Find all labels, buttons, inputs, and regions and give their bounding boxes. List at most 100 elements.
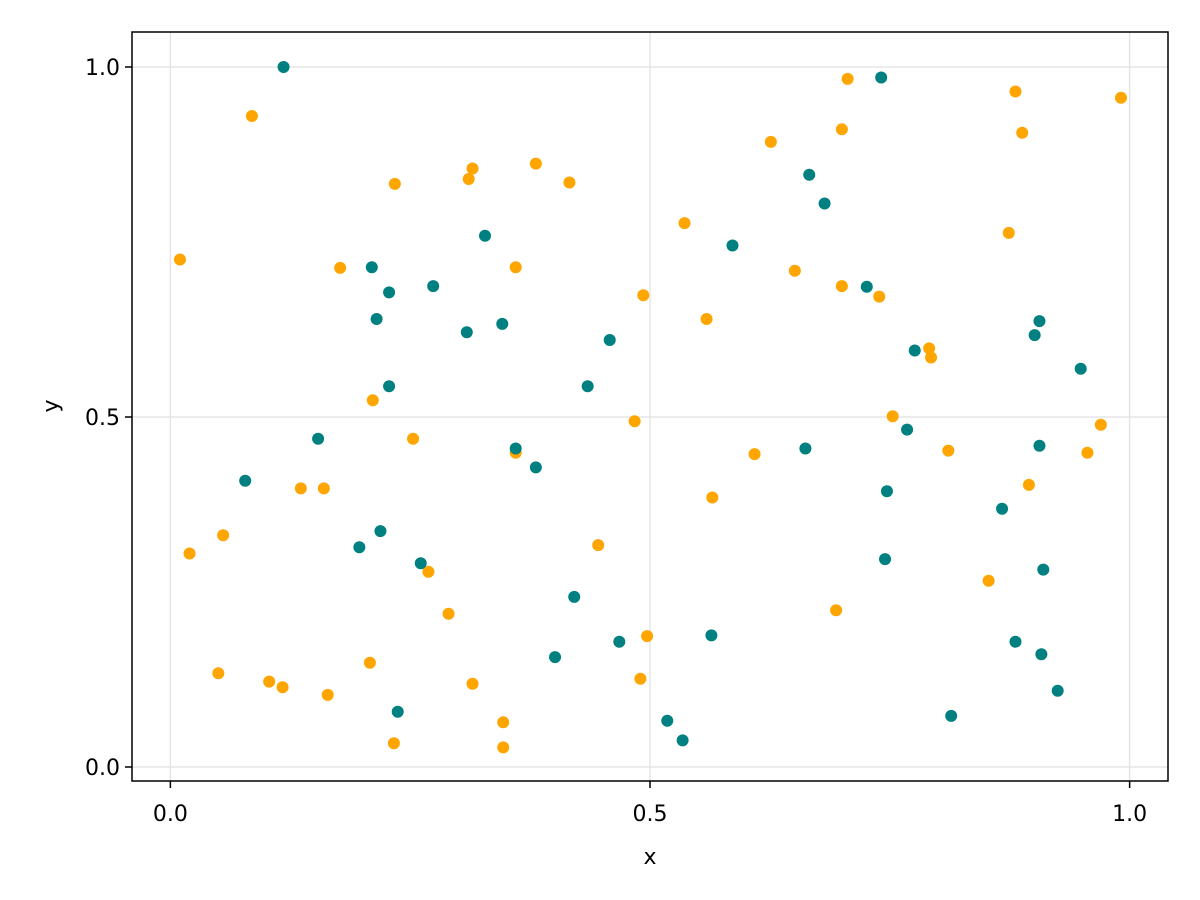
data-point <box>1081 446 1094 459</box>
data-point <box>637 289 650 302</box>
data-point <box>529 157 542 170</box>
data-point <box>901 423 914 436</box>
data-point <box>374 525 387 538</box>
data-point <box>212 667 225 680</box>
x-tick-label: 0.0 <box>153 802 188 827</box>
data-point <box>294 482 307 495</box>
data-point <box>1016 126 1029 139</box>
data-point <box>1028 329 1041 342</box>
data-point <box>641 630 654 643</box>
data-point <box>277 61 290 73</box>
data-point <box>1033 439 1046 452</box>
data-point <box>334 261 347 274</box>
data-point <box>462 173 475 185</box>
data-point <box>818 197 831 210</box>
data-point <box>466 677 479 690</box>
data-point <box>748 448 761 461</box>
data-point <box>1002 226 1015 239</box>
data-point <box>908 344 921 357</box>
data-point <box>1022 478 1035 491</box>
x-tick-label: 0.5 <box>633 802 668 827</box>
data-point <box>563 176 576 189</box>
data-point <box>312 432 325 445</box>
data-point <box>942 444 955 457</box>
data-point <box>1033 315 1046 328</box>
data-point <box>873 290 886 303</box>
data-point <box>422 565 435 578</box>
data-point <box>263 675 276 688</box>
data-points <box>173 61 1127 754</box>
data-point <box>391 705 404 718</box>
data-point <box>886 410 899 423</box>
data-point <box>173 253 186 266</box>
data-point <box>726 239 739 252</box>
data-point <box>497 741 510 754</box>
data-point <box>366 394 379 407</box>
data-point <box>460 326 473 339</box>
data-point <box>835 123 848 136</box>
series-1 <box>173 72 1127 754</box>
data-point <box>678 217 691 230</box>
data-point <box>317 482 330 495</box>
data-point <box>529 461 542 474</box>
data-point <box>581 380 594 393</box>
data-point <box>603 334 616 346</box>
axis-ticks: 0.0 0.5 1.0 0.0 0.5 1.0 <box>85 56 1147 827</box>
data-point <box>370 313 383 325</box>
data-point <box>879 553 892 566</box>
series-2 <box>239 61 1087 747</box>
data-point <box>1035 648 1048 661</box>
data-point <box>276 681 289 694</box>
data-point <box>1009 85 1022 98</box>
data-point <box>217 529 230 542</box>
data-point <box>1094 418 1107 431</box>
data-point <box>799 442 812 455</box>
data-point <box>427 280 440 293</box>
data-point <box>592 539 605 552</box>
data-point <box>363 656 376 669</box>
y-tick-label: 0.5 <box>85 406 120 431</box>
data-point <box>1051 684 1064 697</box>
data-point <box>497 716 510 729</box>
data-point <box>414 557 427 570</box>
data-point <box>1074 362 1087 375</box>
data-point <box>613 635 626 648</box>
data-point <box>509 442 522 455</box>
data-point <box>353 541 366 554</box>
data-point <box>705 629 718 642</box>
data-point <box>923 342 936 355</box>
data-point <box>875 71 888 84</box>
data-point <box>321 688 334 701</box>
data-point <box>183 547 196 560</box>
data-point <box>764 135 777 148</box>
data-point <box>1114 91 1127 104</box>
data-point <box>407 432 420 445</box>
data-point <box>830 604 843 617</box>
data-point <box>383 380 396 393</box>
data-point <box>365 261 378 274</box>
data-point <box>1037 563 1050 576</box>
data-point <box>387 737 400 750</box>
y-tick-label: 0.0 <box>85 756 120 781</box>
data-point <box>835 280 848 293</box>
data-point <box>841 72 854 85</box>
x-tick-label: 1.0 <box>1112 802 1147 827</box>
data-point <box>509 261 522 274</box>
data-point <box>239 474 252 487</box>
data-point <box>383 286 396 299</box>
data-point <box>803 168 816 181</box>
data-point <box>549 651 562 664</box>
data-point <box>479 229 492 242</box>
data-point <box>496 317 509 330</box>
x-axis-label: x <box>643 845 656 870</box>
y-axis-label: y <box>39 399 64 412</box>
data-point <box>245 110 258 122</box>
data-point <box>925 351 938 364</box>
data-point <box>982 574 995 587</box>
data-point <box>945 709 958 722</box>
data-point <box>788 264 801 277</box>
data-point <box>466 162 479 175</box>
data-point <box>634 672 647 685</box>
